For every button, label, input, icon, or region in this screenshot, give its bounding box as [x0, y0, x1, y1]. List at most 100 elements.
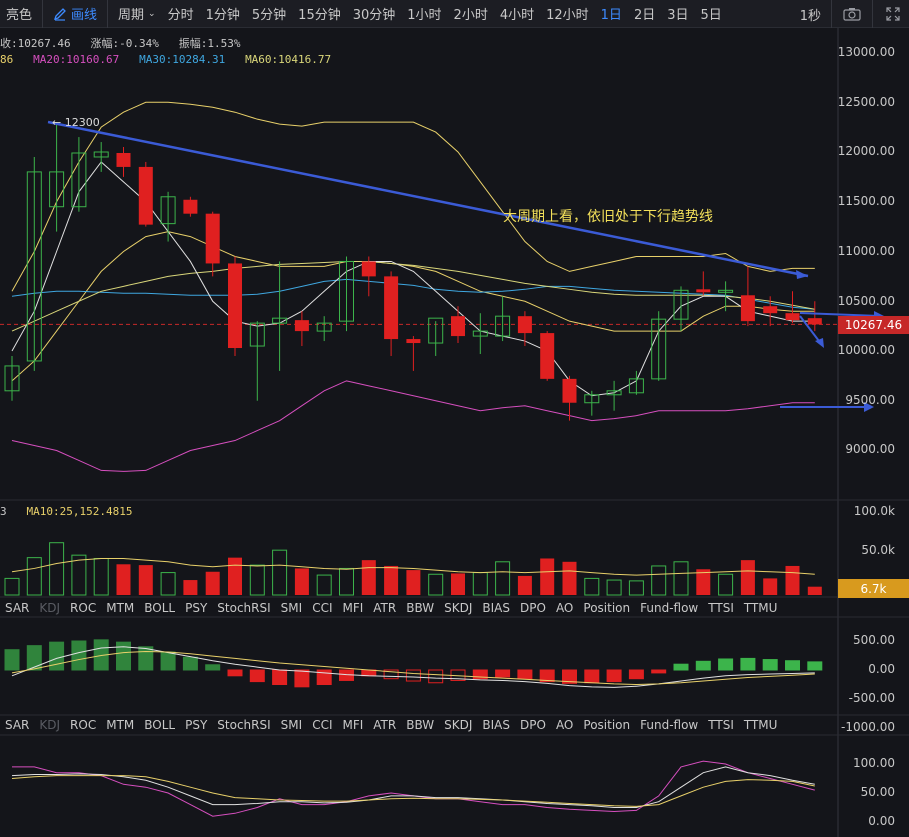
boll-mid-line: [11, 231, 815, 382]
volume-bar-up: [606, 579, 622, 596]
volume-current-tag: 6.7k: [838, 579, 909, 598]
draw-line-button[interactable]: 画线: [47, 4, 103, 23]
drop-arrow-line: [799, 315, 823, 346]
volume-bar-down: [763, 578, 778, 595]
interval-option[interactable]: 4小时: [499, 8, 535, 23]
indicator-tab[interactable]: CCI: [312, 601, 333, 615]
candle-body-down: [361, 261, 376, 277]
volume-bar-up: [339, 567, 354, 596]
interval-option[interactable]: 5分钟: [251, 8, 287, 23]
volume-axis-label: 100.0k: [853, 504, 895, 518]
macd-bar-negative: [272, 669, 288, 685]
volume-current-value: 6.7k: [860, 581, 887, 596]
interval-option[interactable]: 15分钟: [298, 8, 341, 23]
indicator-tab[interactable]: SMI: [280, 718, 303, 732]
macd-bar-positive: [26, 645, 42, 671]
interval-option[interactable]: 12小时: [546, 8, 589, 23]
candle-body-down: [294, 320, 309, 332]
macd-axis-label: -500.00: [848, 691, 895, 705]
interval-option[interactable]: 5日: [700, 8, 722, 23]
indicator-tab[interactable]: AO: [555, 718, 574, 732]
amplitude-text: 振幅:1.53%: [178, 37, 241, 50]
indicator-tab[interactable]: BOLL: [144, 601, 176, 615]
volume-bar-down: [696, 569, 711, 595]
interval-option[interactable]: 30分钟: [352, 8, 396, 23]
indicator-tab[interactable]: CCI: [312, 718, 333, 732]
macd-bar-negative: [539, 669, 555, 683]
macd-bar-positive: [116, 641, 131, 671]
interval-option[interactable]: 1日: [600, 8, 622, 23]
candle-body-down: [183, 199, 198, 214]
macd-bar-positive: [4, 649, 20, 671]
indicator-tab[interactable]: PSY: [185, 601, 208, 615]
indicator-tab[interactable]: SKDJ: [444, 718, 473, 732]
indicator-tab[interactable]: SAR: [5, 718, 30, 732]
indicator-tab[interactable]: SAR: [5, 601, 30, 615]
indicator-tab[interactable]: TTMU: [743, 718, 778, 732]
volume-bar-up: [584, 577, 600, 596]
indicator-tab[interactable]: MTM: [106, 718, 135, 732]
interval-option[interactable]: 3日: [667, 8, 689, 23]
macd-bar-negative: [517, 669, 533, 680]
price-axis-label: 11000.00: [837, 244, 895, 258]
indicator-tab[interactable]: ATR: [373, 601, 397, 615]
period-dropdown[interactable]: 周期 ⌄: [112, 4, 162, 23]
volume-bar-up: [272, 549, 288, 596]
indicator-tab[interactable]: AO: [555, 601, 574, 615]
indicator-tab[interactable]: Position: [583, 601, 631, 615]
volume-bar-down: [807, 586, 822, 595]
indicator-tab[interactable]: BOLL: [144, 718, 176, 732]
indicator-tab[interactable]: SMI: [280, 601, 303, 615]
candle-body-up: [673, 289, 689, 320]
theme-toggle-button[interactable]: 亮色: [6, 8, 33, 23]
candle-body-down: [116, 152, 131, 167]
arrow-left-icon: ←: [52, 116, 62, 129]
interval-option[interactable]: 2日: [633, 8, 656, 23]
indicator-tab[interactable]: DPO: [520, 601, 546, 615]
ma30-text: MA30:10284.31: [139, 53, 226, 66]
macd-bar-negative: [294, 669, 310, 688]
indicator-tab[interactable]: MFI: [342, 718, 364, 732]
interval-option[interactable]: 1小时: [407, 8, 442, 23]
indicator-tab[interactable]: Fund-flow: [640, 718, 699, 732]
indicator-tab[interactable]: Fund-flow: [640, 601, 699, 615]
macd-bar-negative: [249, 669, 265, 683]
indicator-tab[interactable]: TTSI: [708, 718, 734, 732]
indicator-tab[interactable]: StochRSI: [217, 601, 271, 615]
indicator-tab[interactable]: TTMU: [743, 601, 778, 615]
indicator-tabs-upper: SAR KDJ ROC MTM BOLL PSY StochRSI SMI CCI MFI ATR B…: [0, 599, 838, 617]
indicator-tab[interactable]: TTSI: [708, 601, 734, 615]
candle-body-down: [763, 306, 778, 314]
period-label: 周期: [118, 8, 145, 23]
indicator-tab[interactable]: SKDJ: [444, 601, 473, 615]
indicator-tab[interactable]: MTM: [106, 601, 135, 615]
indicator-tab[interactable]: BBW: [406, 601, 435, 615]
indicator-tab[interactable]: MFI: [342, 601, 364, 615]
indicator-tab[interactable]: ROC: [70, 718, 97, 732]
indicator-tab[interactable]: StochRSI: [217, 718, 271, 732]
volume-legend-row: 3 MA10:25,152.4815: [0, 505, 132, 518]
camera-icon[interactable]: [840, 4, 864, 24]
price-axis-label: 12000.00: [837, 144, 895, 158]
indicator-tab[interactable]: DPO: [520, 718, 546, 732]
candle-body-up: [93, 151, 109, 158]
indicator-tab[interactable]: BIAS: [482, 601, 511, 615]
interval-option[interactable]: 分时: [167, 8, 194, 23]
indicator-tab[interactable]: PSY: [185, 718, 208, 732]
candle-body-up: [651, 318, 667, 380]
refresh-rate-button[interactable]: 1秒: [799, 8, 821, 24]
indicator-tab[interactable]: ROC: [70, 601, 97, 615]
indicator-tab[interactable]: KDJ: [39, 718, 61, 732]
interval-option[interactable]: 1分钟: [205, 8, 240, 23]
indicator-tab[interactable]: ATR: [373, 718, 397, 732]
volume-bar-down: [517, 575, 532, 595]
fullscreen-icon[interactable]: [881, 4, 905, 24]
macd-bar-negative: [339, 669, 354, 681]
indicator-tab[interactable]: BBW: [406, 718, 435, 732]
indicator-tab[interactable]: BIAS: [482, 718, 511, 732]
indicator-tab[interactable]: Position: [583, 718, 631, 732]
indicator-tab[interactable]: KDJ: [39, 601, 61, 615]
interval-option[interactable]: 2小时: [453, 8, 488, 23]
macd-bar-negative: [584, 669, 600, 684]
